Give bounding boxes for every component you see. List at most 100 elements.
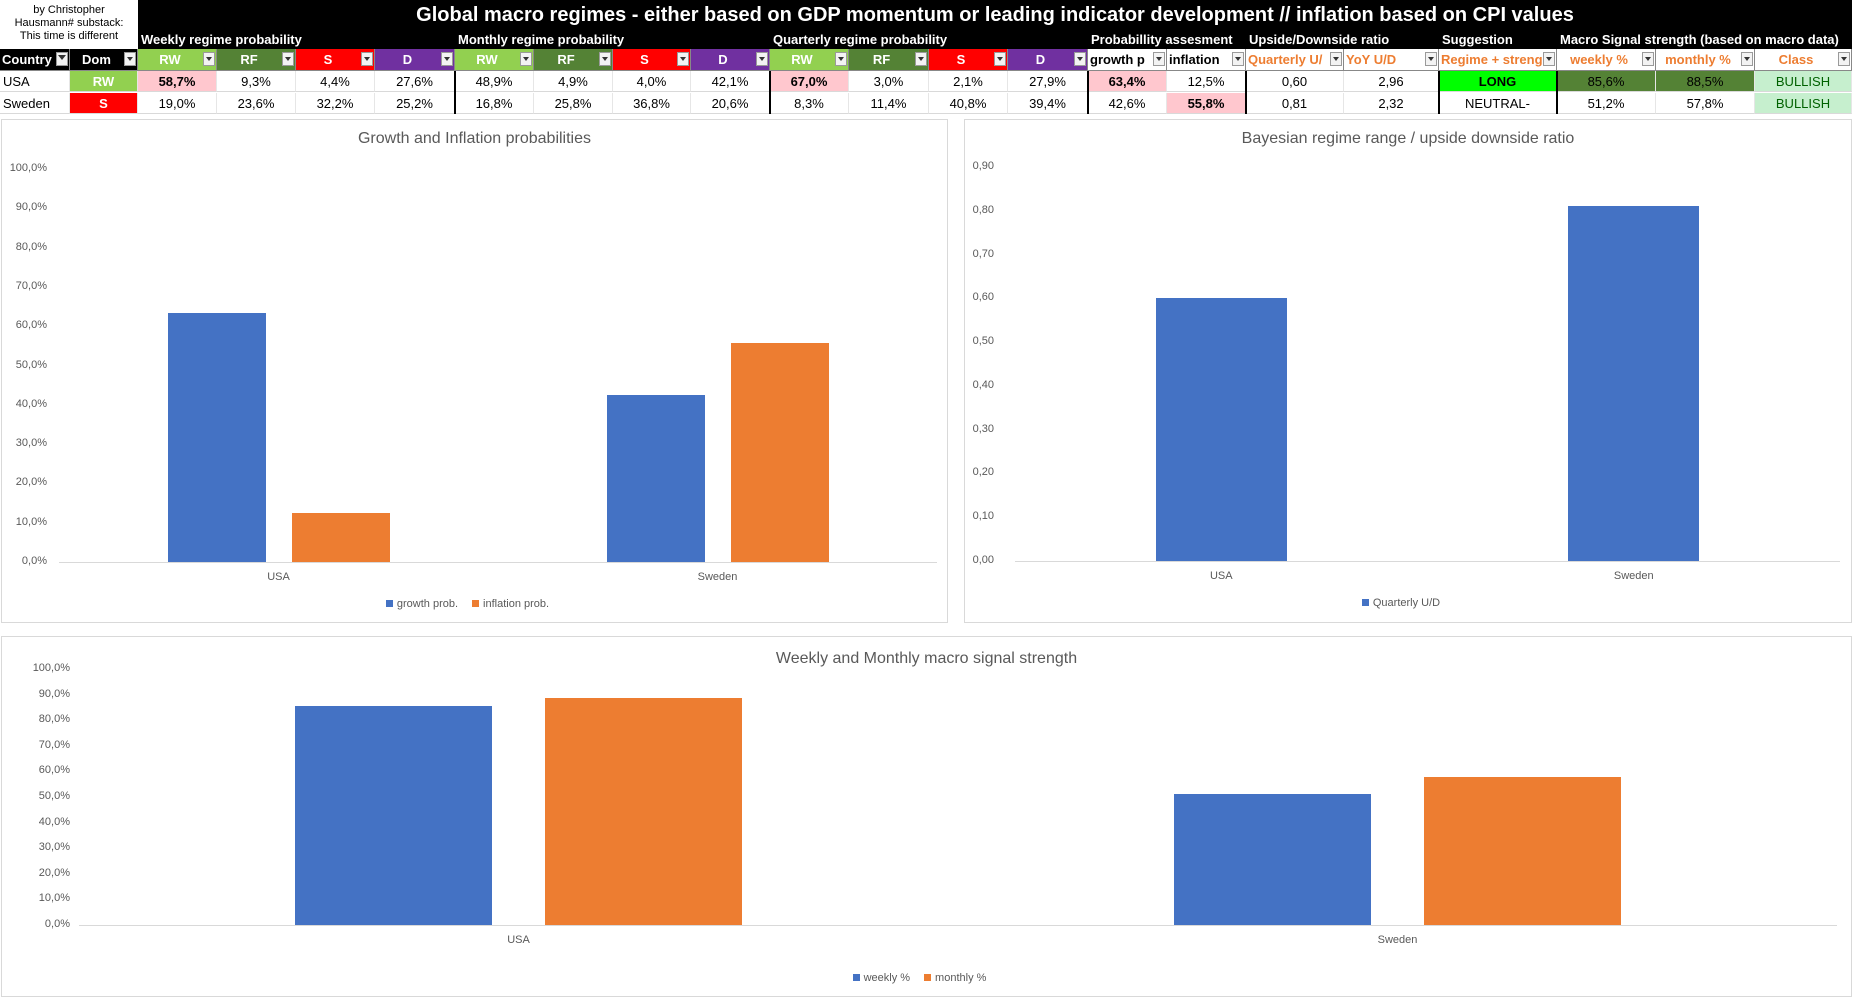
filter-dropdown-button[interactable]	[1330, 52, 1342, 66]
filter-dropdown-button[interactable]	[203, 52, 215, 66]
group-weekly: Weekly regime probability	[138, 30, 455, 49]
credit-line-1: by Christopher	[33, 4, 105, 16]
cell-w_rf-usa[interactable]: 9,3%	[217, 71, 296, 92]
filter-dropdown-button[interactable]	[1074, 52, 1086, 66]
legend-item[interactable]: Quarterly U/D	[1361, 597, 1440, 609]
y-tick-label: 60,0%	[15, 319, 47, 332]
cell-m_rf-sweden[interactable]: 25,8%	[534, 93, 613, 114]
y-tick-label: 0,50	[972, 335, 994, 348]
bar-monthly--usa[interactable]	[545, 698, 742, 925]
filter-dropdown-button[interactable]	[1425, 52, 1437, 66]
y-tick-label: 20,0%	[15, 476, 47, 489]
bar-growth-prob--usa[interactable]	[167, 312, 266, 562]
cell-monthly-usa[interactable]: 88,5%	[1656, 71, 1755, 92]
legend-item[interactable]: monthly %	[924, 972, 986, 984]
col-header-monthly-pct: monthly %	[1656, 49, 1755, 71]
x-tick-label: USA	[267, 571, 290, 583]
col-header-yoy-ud: YoY U/D	[1344, 49, 1439, 71]
filter-dropdown-button[interactable]	[361, 52, 373, 66]
filter-dropdown-button[interactable]	[1543, 52, 1555, 66]
col-header-quarterly-s: S	[929, 49, 1008, 71]
cell-regime-usa[interactable]: LONG	[1439, 71, 1557, 92]
filter-active-icon[interactable]	[56, 52, 68, 66]
cell-yud-usa[interactable]: 2,96	[1344, 71, 1439, 92]
legend-swatch	[852, 974, 860, 981]
legend-item[interactable]: inflation prob.	[472, 598, 549, 610]
bar-growth-prob--sweden[interactable]	[606, 394, 705, 562]
cell-q_rf-usa[interactable]: 3,0%	[849, 71, 929, 92]
filter-dropdown-button[interactable]	[1232, 52, 1244, 66]
filter-dropdown-button[interactable]	[599, 52, 611, 66]
y-tick-label: 0,10	[972, 510, 994, 523]
cell-w_rf-sweden[interactable]: 23,6%	[217, 93, 296, 114]
filter-dropdown-button[interactable]	[915, 52, 927, 66]
cell-dom-sweden[interactable]: S	[70, 93, 138, 114]
cell-m_d-usa[interactable]: 42,1%	[691, 71, 770, 92]
x-tick-label: USA	[507, 934, 530, 946]
cell-country-sweden[interactable]: Sweden	[0, 93, 70, 114]
cell-m_s-usa[interactable]: 4,0%	[613, 71, 691, 92]
cell-growth-sweden[interactable]: 42,6%	[1088, 93, 1167, 114]
legend-item[interactable]: weekly %	[852, 972, 910, 984]
bar-inflation-prob--usa[interactable]	[291, 512, 390, 562]
filter-dropdown-button[interactable]	[1838, 52, 1850, 66]
cell-q_s-sweden[interactable]: 40,8%	[929, 93, 1008, 114]
cell-m_rf-usa[interactable]: 4,9%	[534, 71, 613, 92]
cell-monthly-sweden[interactable]: 57,8%	[1656, 93, 1755, 114]
cell-dom-usa[interactable]: RW	[70, 71, 138, 92]
cell-weekly-sweden[interactable]: 51,2%	[1557, 93, 1656, 114]
cell-m_d-sweden[interactable]: 20,6%	[691, 93, 770, 114]
bar-weekly--sweden[interactable]	[1174, 793, 1371, 925]
col-header-weekly-rw: RW	[138, 49, 217, 71]
cell-q_rw-sweden[interactable]: 8,3%	[770, 93, 849, 114]
cell-growth-usa[interactable]: 63,4%	[1088, 71, 1167, 92]
filter-dropdown-button[interactable]	[1741, 52, 1753, 66]
cell-w_d-usa[interactable]: 27,6%	[375, 71, 455, 92]
filter-dropdown-button[interactable]	[441, 52, 453, 66]
filter-dropdown-button[interactable]	[994, 52, 1006, 66]
cell-q_rf-sweden[interactable]: 11,4%	[849, 93, 929, 114]
cell-inflation-usa[interactable]: 12,5%	[1167, 71, 1246, 92]
filter-dropdown-button[interactable]	[835, 52, 847, 66]
cell-class-sweden[interactable]: BULLISH	[1755, 93, 1852, 114]
cell-weekly-usa[interactable]: 85,6%	[1557, 71, 1656, 92]
filter-dropdown-button[interactable]	[520, 52, 532, 66]
col-header-inflation: inflation	[1167, 49, 1246, 71]
column-separator	[1087, 71, 1089, 114]
filter-dropdown-button[interactable]	[124, 52, 136, 66]
cell-qud-sweden[interactable]: 0,81	[1246, 93, 1344, 114]
bar-inflation-prob--sweden[interactable]	[730, 342, 829, 562]
filter-dropdown-button[interactable]	[282, 52, 294, 66]
filter-dropdown-button[interactable]	[756, 52, 768, 66]
cell-w_rw-usa[interactable]: 58,7%	[138, 71, 217, 92]
cell-q_d-usa[interactable]: 27,9%	[1008, 71, 1088, 92]
cell-regime-sweden[interactable]: NEUTRAL-	[1439, 93, 1557, 114]
bar-quarterly-u-d-sweden[interactable]	[1568, 206, 1700, 561]
cell-m_rw-sweden[interactable]: 16,8%	[455, 93, 534, 114]
bar-weekly--usa[interactable]	[295, 705, 492, 925]
filter-dropdown-button[interactable]	[677, 52, 689, 66]
filter-dropdown-button[interactable]	[1642, 52, 1654, 66]
cell-country-usa[interactable]: USA	[0, 71, 70, 92]
col-header-monthly-s: S	[613, 49, 691, 71]
cell-qud-usa[interactable]: 0,60	[1246, 71, 1344, 92]
bar-quarterly-u-d-usa[interactable]	[1155, 298, 1287, 561]
cell-w_s-usa[interactable]: 4,4%	[296, 71, 375, 92]
cell-yud-sweden[interactable]: 2,32	[1344, 93, 1439, 114]
cell-w_d-sweden[interactable]: 25,2%	[375, 93, 455, 114]
cell-class-usa[interactable]: BULLISH	[1755, 71, 1852, 92]
cell-q_s-usa[interactable]: 2,1%	[929, 71, 1008, 92]
legend-swatch	[1361, 599, 1369, 606]
legend-swatch	[472, 600, 480, 607]
legend-item[interactable]: growth prob.	[385, 598, 458, 610]
cell-w_s-sweden[interactable]: 32,2%	[296, 93, 375, 114]
bar-monthly--sweden[interactable]	[1424, 777, 1621, 925]
cell-m_rw-usa[interactable]: 48,9%	[455, 71, 534, 92]
cell-q_d-sweden[interactable]: 39,4%	[1008, 93, 1088, 114]
cell-w_rw-sweden[interactable]: 19,0%	[138, 93, 217, 114]
y-tick-label: 50,0%	[38, 790, 70, 802]
cell-q_rw-usa[interactable]: 67,0%	[770, 71, 849, 92]
filter-dropdown-button[interactable]	[1153, 52, 1165, 66]
cell-m_s-sweden[interactable]: 36,8%	[613, 93, 691, 114]
cell-inflation-sweden[interactable]: 55,8%	[1167, 93, 1246, 114]
